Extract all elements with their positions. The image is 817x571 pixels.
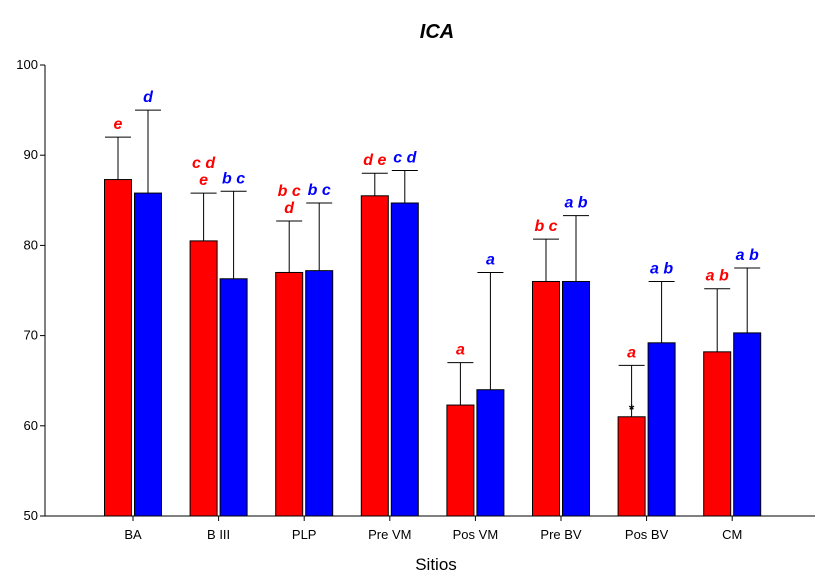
bar [104,179,132,517]
significance-letter: e [199,172,208,189]
x-tick-label: B III [207,527,230,542]
x-axis-title: Sitios [415,555,457,571]
significance-letter: d [143,89,154,106]
y-tick-label: 80 [24,237,38,252]
bar [219,278,248,517]
y-tick-label: 60 [24,418,38,433]
bar [532,280,560,517]
significance-letter: a b [706,268,729,285]
significance-letters: ec deb cdd eab caa bdb cb cc daa ba ba b… [114,89,759,417]
chart-title: ICA [420,21,454,43]
bar [647,342,676,517]
significance-letter: b c [308,182,331,199]
x-tick-label: CM [722,527,742,542]
bar [733,332,762,517]
bar [476,389,505,517]
x-tick-label: BA [124,527,142,542]
significance-letter: c d [393,150,417,167]
bar [617,416,646,517]
x-tick-label: Pre VM [368,527,411,542]
x-tick-label: Pos BV [625,527,669,542]
significance-letter: b c [222,170,245,187]
significance-letter: b c [278,183,301,200]
x-tick-label: Pre BV [540,527,582,542]
x-tick-label: PLP [292,527,317,542]
error-bars [105,109,761,417]
significance-letter: e [114,116,123,133]
significance-letter: a [456,342,465,359]
bar [446,404,475,517]
bar [275,271,304,517]
bar [562,280,590,517]
significance-letter: a b [564,195,587,212]
y-tick-label: 100 [16,57,38,72]
significance-letter: c d [192,155,216,172]
significance-letter: a [486,251,495,268]
y-tick-label: 50 [24,508,38,523]
significance-letter: b c [534,218,557,235]
significance-letter: a b [736,247,759,264]
bar [390,202,419,517]
bars [104,179,762,517]
significance-letter: d [284,200,295,217]
bar [134,192,162,517]
asterisk-annotation: * [629,401,635,417]
bar [305,270,334,517]
bar [189,240,218,517]
y-tick-label: 90 [24,147,38,162]
bar [360,195,389,517]
bar [703,351,732,517]
axes: 50 60 70 80 90 100 BA B III PLP Pre VM Pos VM Pre B… [16,57,815,542]
significance-letter: a b [650,260,673,277]
significance-letter: d e [363,152,386,169]
y-tick-label: 70 [24,328,38,343]
significance-letter: a [627,344,636,361]
x-tick-label: Pos VM [453,527,499,542]
